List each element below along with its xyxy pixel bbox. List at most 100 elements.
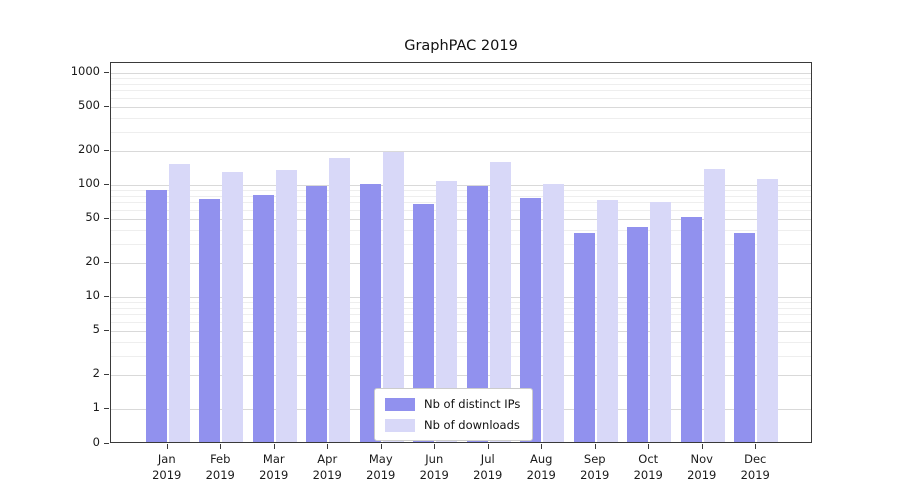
- chart-title: GraphPAC 2019: [404, 38, 518, 54]
- bar-distinct-ips: [466, 185, 488, 442]
- x-axis-tick: [755, 444, 757, 449]
- y-tick-label: 5: [92, 321, 100, 336]
- x-tick-year: 2019: [312, 467, 342, 482]
- y-tick-label: 10: [85, 288, 100, 302]
- bar-distinct-ips: [145, 190, 167, 442]
- x-axis-tick: [648, 444, 650, 449]
- x-tick-label: Oct 2019: [617, 452, 679, 483]
- x-tick-month: Feb: [210, 452, 231, 466]
- y-axis-tick: [104, 262, 109, 264]
- y-tick-label: 200: [78, 142, 100, 157]
- minor-gridline: [111, 97, 811, 99]
- y-tick-label: 500: [78, 97, 100, 112]
- x-axis-tick: [541, 444, 543, 449]
- minor-gridline: [111, 195, 811, 197]
- bar-distinct-ips: [573, 233, 595, 442]
- legend-item-downloads: Nb of downloads: [385, 418, 520, 432]
- bar-downloads: [436, 181, 458, 442]
- y-axis-tick: [104, 443, 109, 444]
- bar-downloads: [757, 179, 779, 442]
- x-tick-label: Aug 2019: [510, 452, 572, 483]
- bar-distinct-ips: [359, 184, 381, 442]
- x-tick-year: 2019: [473, 467, 503, 482]
- bar-distinct-ips: [199, 198, 221, 442]
- major-gridline: [111, 185, 811, 186]
- bar-downloads: [275, 170, 297, 442]
- x-tick-month: Aug: [530, 452, 553, 466]
- x-tick-year: 2019: [205, 467, 235, 482]
- minor-gridline: [111, 302, 811, 304]
- x-tick-month: Dec: [744, 452, 767, 466]
- x-tick-month: Jul: [480, 452, 495, 466]
- x-axis-tick: [273, 444, 275, 449]
- y-tick-label: 1: [92, 400, 100, 414]
- legend-swatch-downloads-icon: [385, 418, 415, 432]
- minor-gridline: [111, 90, 811, 92]
- x-axis-tick: [380, 444, 382, 449]
- minor-gridline: [111, 229, 811, 231]
- bar-distinct-ips: [680, 216, 702, 442]
- minor-gridline: [111, 83, 811, 85]
- major-gridline: [111, 106, 811, 108]
- x-axis-tick: [327, 444, 329, 449]
- minor-gridline: [111, 355, 811, 357]
- x-tick-label: Mar 2019: [243, 452, 305, 483]
- x-tick-label: Feb 2019: [189, 452, 251, 483]
- x-axis-tick: [701, 444, 703, 449]
- y-axis-tick: [104, 329, 109, 331]
- x-tick-label: Sep 2019: [564, 452, 626, 483]
- x-tick-label: Jan 2019: [136, 452, 198, 483]
- x-tick-year: 2019: [740, 467, 770, 482]
- y-axis-tick: [104, 296, 109, 297]
- x-tick-month: May: [368, 452, 393, 466]
- x-tick-label: Jun 2019: [403, 452, 465, 483]
- y-axis-tick: [104, 408, 109, 409]
- bar-downloads: [703, 169, 725, 442]
- x-tick-month: Mar: [262, 452, 285, 466]
- x-axis-tick: [434, 444, 436, 449]
- bar-downloads: [596, 200, 618, 442]
- x-tick-month: Apr: [317, 452, 338, 466]
- x-tick-label: Jul 2019: [457, 452, 519, 483]
- minor-gridline: [111, 307, 811, 309]
- bar-downloads: [543, 183, 565, 442]
- x-axis-tick: [487, 444, 489, 449]
- major-gridline: [111, 218, 811, 220]
- legend: Nb of distinct IPs Nb of downloads: [374, 388, 534, 441]
- major-gridline: [111, 330, 811, 332]
- major-gridline: [111, 297, 811, 298]
- legend-label-downloads: Nb of downloads: [424, 418, 520, 432]
- x-tick-year: 2019: [366, 467, 396, 482]
- bar-distinct-ips: [252, 194, 274, 442]
- major-gridline: [111, 151, 811, 153]
- bar-distinct-ips: [520, 198, 542, 442]
- x-tick-month: Oct: [638, 452, 659, 466]
- minor-gridline: [111, 202, 811, 204]
- y-tick-label: 2: [92, 366, 100, 381]
- y-axis-tick: [104, 72, 109, 73]
- legend-swatch-distinct-ips-icon: [385, 397, 415, 411]
- x-tick-label: Apr 2019: [296, 452, 358, 483]
- x-tick-year: 2019: [580, 467, 610, 482]
- y-axis-tick: [104, 184, 109, 185]
- y-axis-tick: [104, 150, 109, 152]
- x-tick-year: 2019: [259, 467, 289, 482]
- y-axis-tick: [104, 374, 109, 376]
- minor-gridline: [111, 321, 811, 323]
- legend-label-distinct-ips: Nb of distinct IPs: [424, 397, 521, 411]
- bar-distinct-ips: [734, 233, 756, 442]
- minor-gridline: [111, 209, 811, 211]
- bar-distinct-ips: [627, 227, 649, 442]
- bar-downloads: [222, 172, 244, 442]
- minor-gridline: [111, 117, 811, 119]
- minor-gridline: [111, 314, 811, 316]
- x-tick-year: 2019: [633, 467, 663, 482]
- minor-gridline: [111, 341, 811, 343]
- bar-downloads: [650, 202, 672, 442]
- plot-area: [110, 62, 812, 443]
- y-tick-label: 50: [85, 209, 100, 224]
- y-tick-label: 100: [78, 176, 100, 190]
- bar-distinct-ips: [306, 186, 328, 442]
- minor-gridline: [111, 190, 811, 192]
